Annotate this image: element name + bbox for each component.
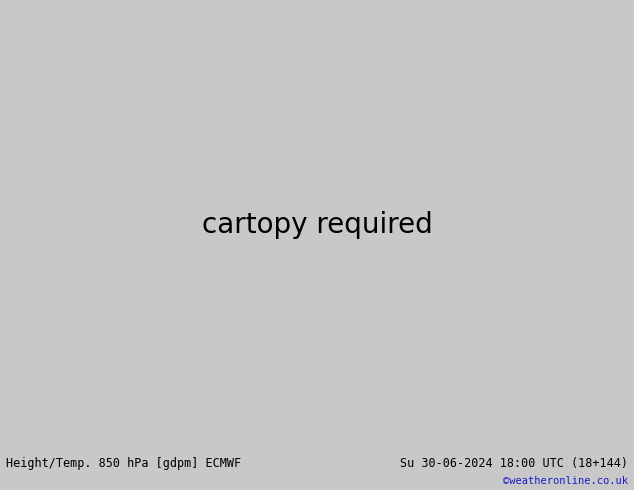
Text: ©weatheronline.co.uk: ©weatheronline.co.uk <box>503 476 628 486</box>
Text: Su 30-06-2024 18:00 UTC (18+144): Su 30-06-2024 18:00 UTC (18+144) <box>399 457 628 470</box>
Text: cartopy required: cartopy required <box>202 211 432 239</box>
Text: Height/Temp. 850 hPa [gdpm] ECMWF: Height/Temp. 850 hPa [gdpm] ECMWF <box>6 457 242 470</box>
